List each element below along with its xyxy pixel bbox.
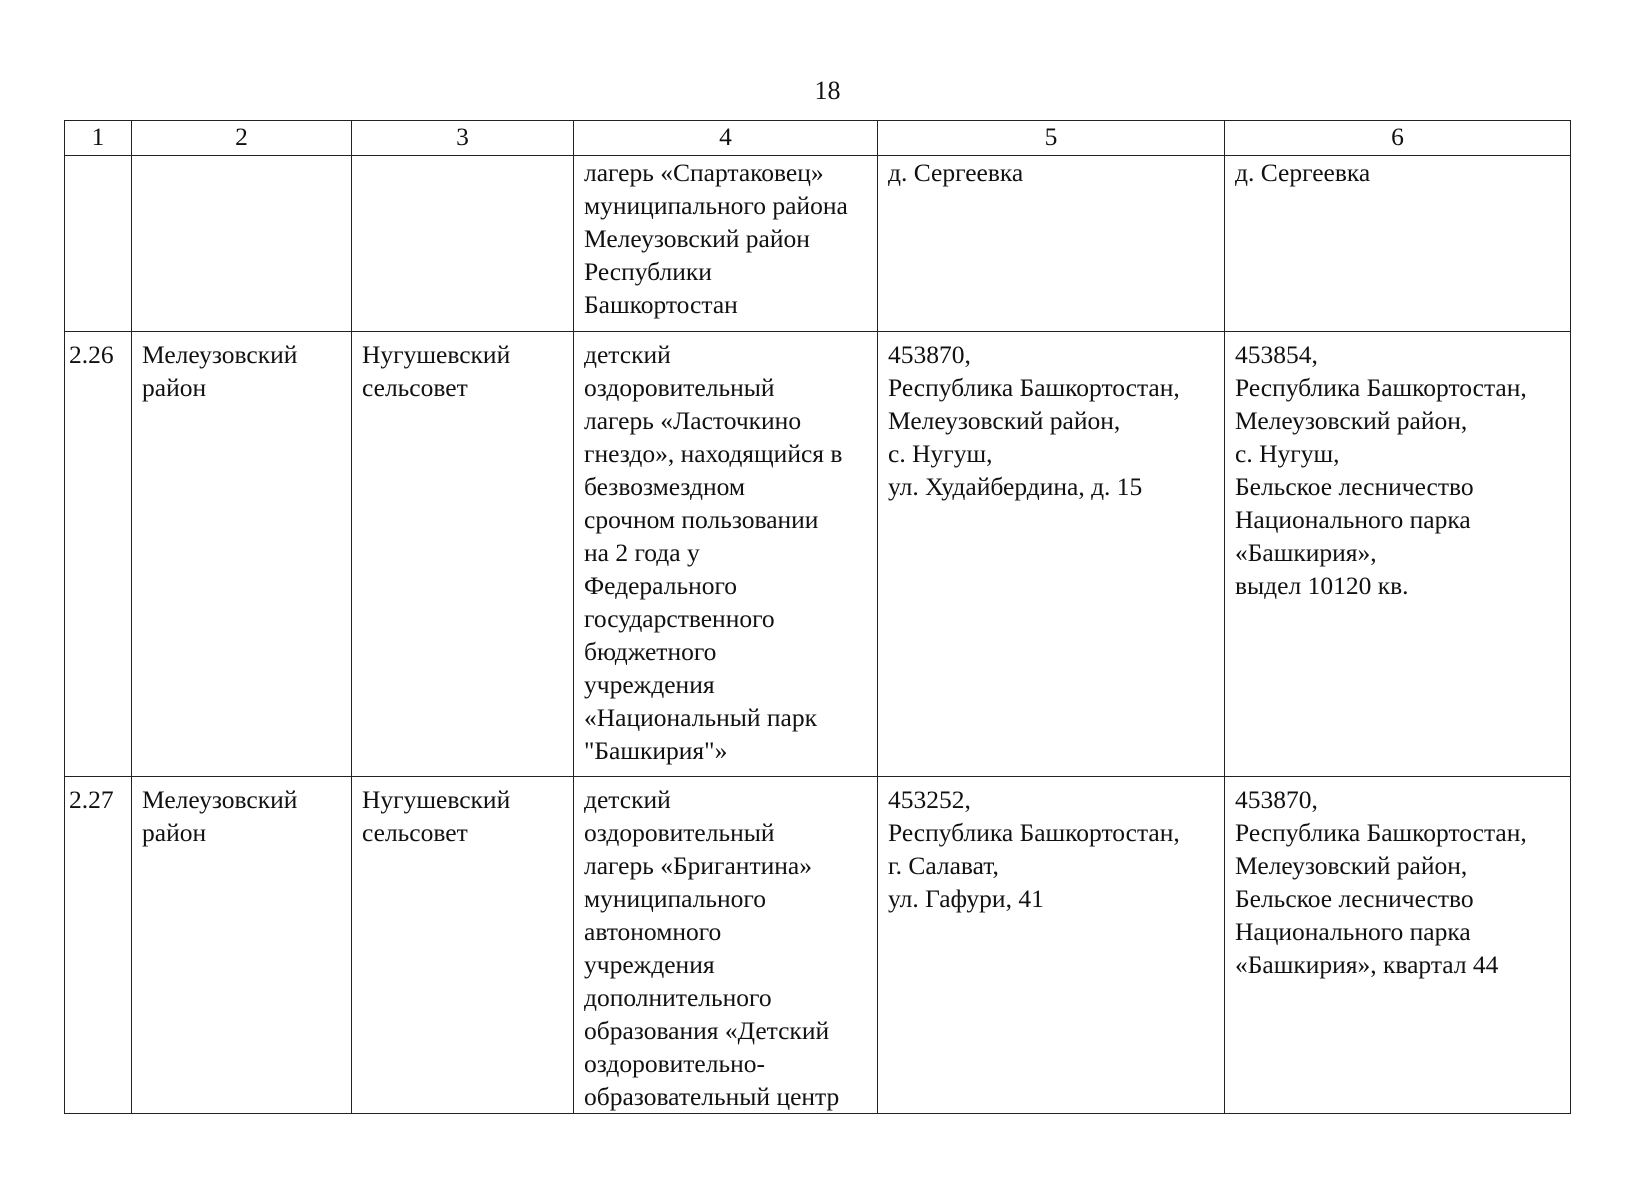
cell-text-line: Мелеузовский район, [1235,406,1468,435]
cell-text-line: «Башкирия», квартал 44 [1235,950,1499,979]
cell-text-line: Нугушевский [362,340,511,369]
institution-name-cell: детский оздоровительный лагерь «Ласточкино… [573,331,878,777]
cell-text-line: Мелеузовский район [584,224,810,253]
cell-text-line: ул. Гафури, 41 [888,884,1044,913]
cell-text-line: на 2 года у [584,538,700,567]
cell-text-line: муниципального района [584,191,848,220]
cell-text-line: «Национальный парк [584,703,817,732]
cell-text-line: район [142,373,207,402]
cell-text-line: "Башкирия"» [584,736,728,765]
cell-text-line: образования «Детский [584,1016,830,1045]
cell-text-line: детский [584,340,671,369]
institution-name-cell: лагерь «Спартаковец» муниципального район… [573,155,878,332]
cell-text-line: детский [584,785,671,814]
cell-text-line: район [142,818,207,847]
cell-text-line: 453870, [1235,785,1318,814]
legal-address-cell: д. Сергеевка [877,155,1225,332]
cell-text-line: оздоровительный [584,818,775,847]
column-header: 2 [131,120,352,156]
cell-text-line: 453854, [1235,340,1318,369]
row-number-cell [64,155,132,332]
council-cell: Нугушевский сельсовет [351,776,574,1114]
cell-text-line: Башкортостан [584,290,738,319]
cell-text-line: Национального парка [1235,917,1471,946]
camps-table: 1 2 3 4 5 6 лагерь «Спартаковец» муниципа… [64,120,1571,1114]
cell-text-line: срочном пользовании [584,505,819,534]
cell-text-line: лагерь «Бригантина» [584,851,812,880]
cell-text-line: лагерь «Ласточкино [584,406,802,435]
column-header: 3 [351,120,574,156]
cell-text-line: лагерь «Спартаковец» [584,158,824,187]
column-header: 4 [573,120,878,156]
cell-text-line: гнездо», находящийся в [584,439,843,468]
column-header: 6 [1224,120,1571,156]
cell-text-line: Федерального [584,571,738,600]
table-row: 2.27 Мелеузовский район Нугушевский сельсове… [64,776,1571,1114]
legal-address-cell: 453870, Республика Башкортостан, Мелеузовс… [877,331,1225,777]
cell-text-line: автономного [584,917,722,946]
legal-address-cell: 453252, Республика Башкортостан, г. Салава… [877,776,1225,1114]
cell-text-line: учреждения [584,950,715,979]
council-cell: Нугушевский сельсовет [351,331,574,777]
cell-text-line: бюджетного [584,637,717,666]
cell-text-line: Республика Башкортостан, [1235,818,1527,847]
page-number: 18 [814,76,841,105]
cell-text-line: Бельское лесничество [1235,884,1474,913]
cell-text-line: муниципального [584,884,766,913]
cell-text-line: дополнительного [584,983,772,1012]
cell-text-line: сельсовет [362,818,468,847]
table-row: 2.26 Мелеузовский район Нугушевский сельсове… [64,331,1571,777]
actual-address-cell: 453854, Республика Башкортостан, Мелеузовс… [1224,331,1571,777]
row-number-cell: 2.26 [64,331,132,777]
district-cell: Мелеузовский район [131,331,352,777]
cell-text-line: Мелеузовский район, [1235,851,1468,880]
cell-text-line: д. Сергеевка [888,158,1024,187]
cell-text-line: Мелеузовский район, [888,406,1121,435]
cell-text-line: безвозмездном [584,472,746,501]
cell-text-line: оздоровительный [584,373,775,402]
cell-text-line: Мелеузовский [142,340,298,369]
cell-text-line: г. Салават, [888,851,999,880]
cell-text-line: Нугушевский [362,785,511,814]
cell-text-line: сельсовет [362,373,468,402]
cell-text-line: образовательный центр [584,1082,840,1111]
institution-name-cell: детский оздоровительный лагерь «Бригантина… [573,776,878,1114]
header-row: 1 2 3 4 5 6 [64,120,1571,156]
cell-text-line: с. Нугуш, [1235,439,1340,468]
cell-text-line: Бельское лесничество [1235,472,1474,501]
council-cell [351,155,574,332]
cell-text-line: Республика Башкортостан, [1235,373,1527,402]
cell-text-line: выдел 10120 кв. [1235,571,1409,600]
cell-text-line: Республика Башкортостан, [888,818,1180,847]
cell-text-line: ул. Худайбердина, д. 15 [888,472,1143,501]
cell-text-line: с. Нугуш, [888,439,993,468]
cell-text-line: учреждения [584,670,715,699]
cell-text-line: «Башкирия», [1235,538,1377,567]
district-cell: Мелеузовский район [131,776,352,1114]
cell-text-line: 453870, [888,340,971,369]
table-row: лагерь «Спартаковец» муниципального район… [64,155,1571,332]
cell-text-line: Республики [584,257,712,286]
cell-text-line: 453252, [888,785,971,814]
district-cell [131,155,352,332]
column-header: 5 [877,120,1225,156]
column-header: 1 [64,120,132,156]
cell-text-line: Национального парка [1235,505,1471,534]
cell-text-line: Республика Башкортостан, [888,373,1180,402]
cell-text-line: Мелеузовский [142,785,298,814]
actual-address-cell: д. Сергеевка [1224,155,1571,332]
row-number-cell: 2.27 [64,776,132,1114]
actual-address-cell: 453870, Республика Башкортостан, Мелеузовс… [1224,776,1571,1114]
cell-text-line: государственного [584,604,775,633]
cell-text-line: оздоровительно- [584,1049,765,1078]
cell-text-line: д. Сергеевка [1235,158,1371,187]
